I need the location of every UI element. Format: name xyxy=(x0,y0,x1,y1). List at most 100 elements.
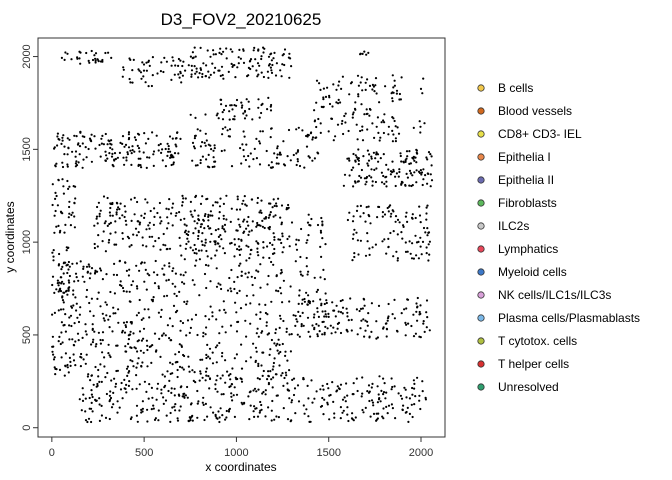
cell-point xyxy=(169,150,172,153)
cell-point xyxy=(405,211,408,214)
cell-point xyxy=(184,247,187,250)
cell-point xyxy=(118,208,121,211)
cell-point xyxy=(240,367,244,370)
cell-point xyxy=(97,60,100,63)
cell-point xyxy=(356,205,359,208)
cell-point xyxy=(258,211,261,214)
cell-point xyxy=(62,272,65,275)
cell-point xyxy=(159,355,162,358)
cell-point xyxy=(352,152,355,156)
cell-point xyxy=(112,391,115,394)
cell-point xyxy=(62,301,65,304)
cell-point xyxy=(361,52,364,56)
cell-point xyxy=(361,392,364,395)
cell-point xyxy=(197,214,200,217)
cell-point xyxy=(182,368,185,371)
cell-point xyxy=(308,156,311,159)
cell-point xyxy=(174,409,177,412)
cell-point xyxy=(218,309,221,312)
cell-point xyxy=(54,197,57,200)
cell-point xyxy=(307,330,310,333)
cell-point xyxy=(204,75,207,78)
cell-point xyxy=(243,195,246,198)
cell-point xyxy=(162,396,165,399)
cell-point xyxy=(148,274,151,277)
cell-point xyxy=(87,59,90,63)
cell-point xyxy=(161,373,164,376)
cell-point xyxy=(380,121,383,124)
cell-point xyxy=(411,386,414,390)
cell-point xyxy=(111,214,114,217)
cell-point xyxy=(347,319,350,322)
cell-point xyxy=(171,372,174,375)
cell-point xyxy=(394,175,397,178)
cell-point xyxy=(315,125,318,129)
cell-point xyxy=(264,311,267,315)
cell-point xyxy=(136,220,139,223)
cell-point xyxy=(277,238,280,241)
cell-point xyxy=(138,383,141,386)
cell-point xyxy=(90,133,93,136)
cell-point xyxy=(207,225,210,228)
cell-point xyxy=(255,350,258,353)
cell-point xyxy=(366,128,369,131)
cell-point xyxy=(191,51,194,54)
cell-point xyxy=(393,385,396,388)
cell-point xyxy=(222,247,225,250)
cell-point xyxy=(172,59,175,62)
cell-point xyxy=(214,413,217,416)
cell-point xyxy=(363,50,366,53)
cell-point xyxy=(367,51,370,55)
cell-point xyxy=(202,403,205,406)
cell-point xyxy=(170,163,173,167)
legend-marker xyxy=(477,337,485,345)
cell-point xyxy=(219,283,222,286)
cell-point xyxy=(295,318,298,321)
cell-point xyxy=(353,180,357,183)
cell-point xyxy=(321,237,324,240)
cell-point xyxy=(92,314,95,317)
cell-point xyxy=(85,333,88,336)
cell-point xyxy=(71,338,74,341)
cell-point xyxy=(66,137,69,140)
cell-point xyxy=(192,145,196,148)
cell-point xyxy=(220,238,223,241)
cell-point xyxy=(354,101,357,104)
cell-point xyxy=(368,247,371,250)
cell-point xyxy=(282,140,285,143)
cell-point xyxy=(348,174,351,177)
cell-point xyxy=(423,122,426,125)
cell-point xyxy=(76,57,79,60)
cell-point xyxy=(403,308,406,311)
cell-point xyxy=(266,313,269,316)
cell-point xyxy=(381,211,384,214)
cell-point xyxy=(183,258,186,261)
cell-point xyxy=(378,139,381,142)
cell-point xyxy=(418,214,422,217)
cell-point xyxy=(286,359,289,362)
legend-label: Epithelia II xyxy=(498,173,554,187)
cell-point xyxy=(124,219,127,222)
cell-point xyxy=(311,136,315,139)
cell-point xyxy=(254,359,257,362)
cell-point xyxy=(376,116,379,119)
cell-point xyxy=(155,398,158,401)
cell-point xyxy=(100,142,103,145)
cell-point xyxy=(389,215,392,218)
cell-point xyxy=(391,407,394,410)
cell-point xyxy=(88,277,91,280)
cell-point xyxy=(348,159,351,162)
cell-point xyxy=(413,171,416,174)
cell-point xyxy=(60,356,63,359)
cell-point xyxy=(243,218,246,221)
cell-point xyxy=(427,231,431,234)
cell-point xyxy=(307,294,310,297)
cell-point xyxy=(424,231,427,234)
cell-point xyxy=(73,280,76,283)
cell-point xyxy=(135,414,138,417)
cell-point xyxy=(369,108,372,111)
cell-point xyxy=(147,308,150,311)
cell-point xyxy=(393,119,396,123)
cell-point xyxy=(278,364,281,367)
cell-point xyxy=(139,349,142,352)
